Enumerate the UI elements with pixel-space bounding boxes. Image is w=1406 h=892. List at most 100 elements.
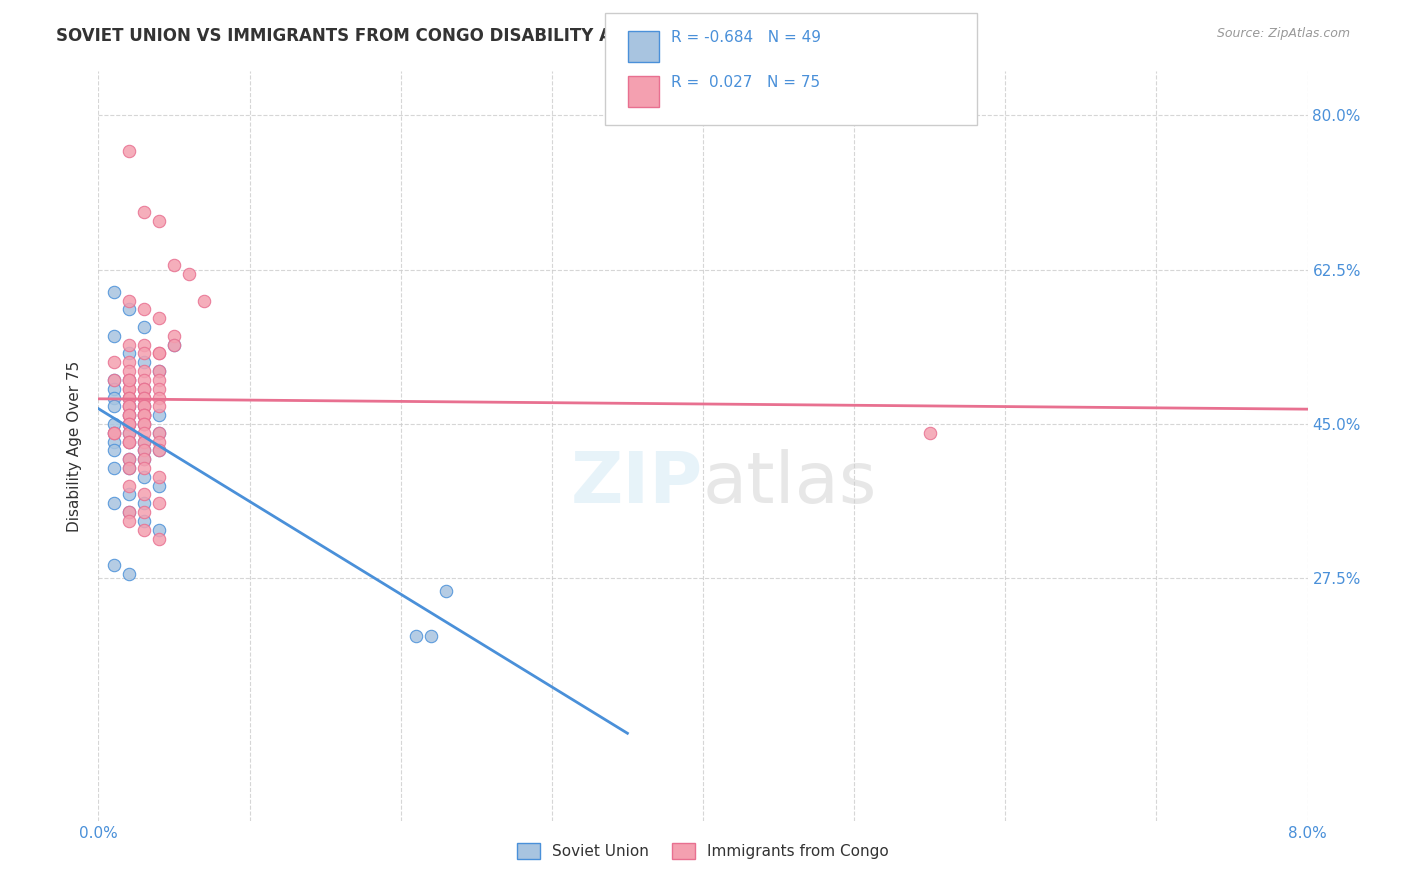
Text: R =  0.027   N = 75: R = 0.027 N = 75 [671, 75, 820, 89]
Point [103, 382, 125, 396]
Point [132, 417, 155, 431]
Point [132, 514, 155, 528]
Point [118, 373, 141, 387]
Point [103, 425, 125, 440]
Point [103, 355, 125, 369]
Point [148, 364, 170, 378]
Point [103, 285, 125, 299]
Point [132, 408, 155, 422]
Point [118, 425, 141, 440]
Point [132, 364, 155, 378]
Point [118, 400, 141, 414]
Point [103, 443, 125, 458]
Point [132, 443, 155, 458]
Point [103, 461, 125, 475]
Point [118, 391, 141, 405]
Point [132, 434, 155, 449]
Point [103, 425, 125, 440]
Point [148, 346, 170, 360]
Point [118, 478, 141, 492]
Point [118, 408, 141, 422]
Point [148, 434, 170, 449]
Point [132, 452, 155, 467]
Point [103, 417, 125, 431]
Point [148, 425, 170, 440]
Point [148, 470, 170, 484]
Point [103, 558, 125, 572]
Point [118, 434, 141, 449]
Point [132, 400, 155, 414]
Point [118, 425, 141, 440]
Point [118, 302, 141, 317]
Point [148, 496, 170, 510]
Point [118, 293, 141, 308]
Point [118, 452, 141, 467]
Point [118, 461, 141, 475]
Point [148, 311, 170, 326]
Point [148, 391, 170, 405]
Point [103, 373, 125, 387]
Point [132, 417, 155, 431]
Point [132, 505, 155, 519]
Point [103, 373, 125, 387]
Point [103, 425, 125, 440]
Point [118, 337, 141, 351]
Point [118, 400, 141, 414]
Point [132, 434, 155, 449]
Point [103, 400, 125, 414]
Point [148, 478, 170, 492]
Point [132, 425, 155, 440]
Y-axis label: Disability Age Over 75: Disability Age Over 75 [67, 360, 83, 532]
Text: R = -0.684   N = 49: R = -0.684 N = 49 [671, 30, 821, 45]
Point [163, 337, 186, 351]
Text: atlas: atlas [703, 449, 877, 518]
Point [132, 373, 155, 387]
Point [118, 391, 141, 405]
Point [118, 364, 141, 378]
Point [118, 417, 141, 431]
Point [118, 144, 141, 158]
Point [163, 328, 186, 343]
Point [118, 346, 141, 360]
Point [148, 373, 170, 387]
Point [118, 417, 141, 431]
Point [118, 373, 141, 387]
Point [148, 532, 170, 546]
Point [132, 470, 155, 484]
Point [420, 628, 443, 642]
Point [148, 214, 170, 228]
Point [118, 461, 141, 475]
Point [434, 584, 457, 599]
Point [118, 514, 141, 528]
Point [118, 505, 141, 519]
Point [118, 382, 141, 396]
Point [103, 328, 125, 343]
Point [103, 391, 125, 405]
Point [118, 400, 141, 414]
Point [103, 496, 125, 510]
Text: Source: ZipAtlas.com: Source: ZipAtlas.com [1216, 27, 1350, 40]
Point [132, 346, 155, 360]
Point [132, 382, 155, 396]
Point [132, 400, 155, 414]
Point [148, 400, 170, 414]
Point [148, 523, 170, 537]
Point [103, 434, 125, 449]
Point [132, 408, 155, 422]
Point [148, 443, 170, 458]
Point [118, 373, 141, 387]
Point [193, 293, 215, 308]
Point [118, 417, 141, 431]
Point [132, 523, 155, 537]
Point [132, 487, 155, 501]
Point [118, 382, 141, 396]
Point [118, 391, 141, 405]
Point [148, 346, 170, 360]
Point [118, 408, 141, 422]
Point [132, 302, 155, 317]
Point [132, 452, 155, 467]
Point [163, 337, 186, 351]
Legend: Soviet Union, Immigrants from Congo: Soviet Union, Immigrants from Congo [510, 838, 896, 865]
Point [118, 434, 141, 449]
Point [148, 443, 170, 458]
